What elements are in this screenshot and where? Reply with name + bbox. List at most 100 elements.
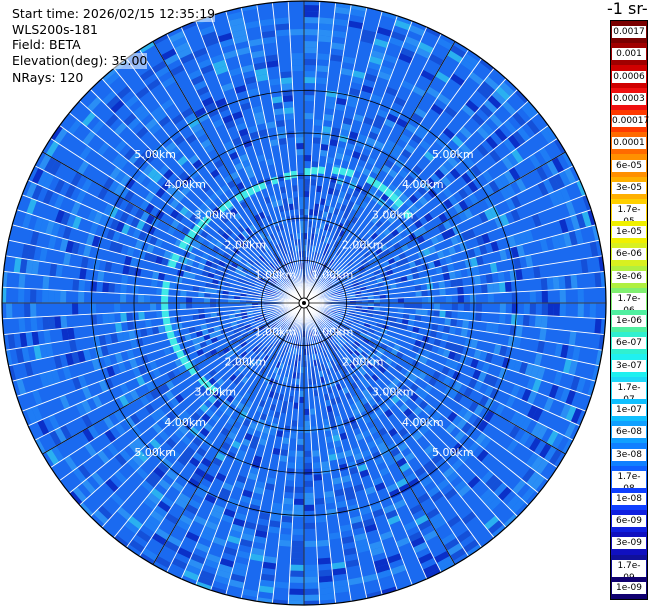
range-gate-cell: [230, 23, 246, 33]
range-gate-cell: [72, 303, 79, 316]
range-gate-cell: [327, 187, 335, 195]
range-gate-cell: [132, 285, 139, 295]
range-gate-cell: [404, 451, 416, 463]
range-gate-cell: [275, 430, 284, 438]
range-gate-cell: [473, 349, 482, 360]
range-gate-cell: [361, 296, 368, 300]
range-gate-cell: [412, 326, 420, 334]
range-gate-cell: [251, 105, 264, 114]
range-gate-cell: [436, 37, 453, 51]
range-gate-cell: [283, 261, 288, 268]
ray-separator: [303, 20, 413, 304]
range-gate-cell: [328, 315, 335, 320]
range-gate-cell: [101, 90, 117, 105]
range-gate-cell: [242, 588, 259, 598]
range-gate-cell: [322, 287, 329, 292]
range-gate-cell: [313, 389, 319, 397]
range-gate-cell: [262, 426, 271, 435]
range-gate-cell: [295, 131, 304, 138]
range-gate-cell: [304, 576, 319, 583]
range-gate-cell: [357, 133, 368, 143]
range-gate-cell: [412, 430, 424, 442]
range-gate-cell: [304, 450, 313, 457]
range-gate-cell: [276, 281, 283, 287]
range-gate-cell: [361, 329, 368, 335]
ray-separator: [303, 58, 482, 304]
range-gate-cell: [128, 539, 145, 553]
range-gate-cell: [92, 394, 103, 409]
range-gate-cell: [270, 321, 277, 327]
range-gate-cell: [124, 94, 140, 109]
range-gate-cell: [236, 265, 244, 272]
range-gate-cell: [317, 210, 324, 217]
range-gate-cell: [203, 558, 220, 570]
range-gate-cell: [166, 226, 176, 236]
range-gate-cell: [259, 359, 266, 367]
ray-separator: [303, 302, 495, 538]
range-gate-cell: [453, 352, 462, 363]
range-gate-cell: [47, 235, 57, 250]
range-gate-cell: [542, 178, 555, 194]
range-gate-cell: [246, 170, 256, 179]
range-gate-cell: [139, 395, 150, 407]
colorbar-tick-label: 1e-08: [612, 492, 646, 505]
range-gate-cell: [293, 329, 297, 336]
range-gate-cell: [493, 176, 505, 190]
range-gate-cell: [152, 144, 165, 156]
range-gate-cell: [98, 213, 109, 227]
range-gate-cell: [285, 266, 291, 273]
ray-separator: [303, 15, 398, 304]
range-gate-cell: [568, 230, 578, 246]
range-gate-cell: [435, 70, 450, 84]
range-gate-cell: [540, 127, 554, 144]
range-gate-cell: [408, 531, 423, 543]
range-gate-cell: [19, 258, 28, 274]
range-gate-cell: [31, 167, 44, 185]
range-gate-cell: [289, 576, 304, 583]
range-gate-cell: [439, 288, 446, 296]
ray-separator: [303, 302, 596, 382]
range-gate-cell: [304, 29, 319, 36]
range-gate-cell: [581, 210, 592, 228]
range-gate-cell: [104, 113, 119, 128]
range-gate-cell: [165, 469, 179, 481]
range-gate-cell: [240, 271, 247, 277]
range-gate-cell: [198, 308, 205, 315]
range-gate-cell: [70, 201, 82, 216]
range-gate-cell: [48, 316, 56, 330]
range-gate-cell: [436, 179, 447, 191]
range-gate-cell: [335, 500, 348, 509]
range-gate-cell: [281, 337, 286, 344]
range-gate-cell: [489, 387, 500, 401]
range-gate-cell: [320, 137, 330, 145]
range-gate-cell: [197, 575, 214, 587]
range-gate-cell: [370, 93, 383, 104]
range-gate-cell: [362, 573, 378, 583]
range-gate-cell: [192, 314, 200, 321]
range-gate-cell: [167, 535, 183, 548]
range-gate-cell: [488, 179, 500, 193]
range-gate-cell: [148, 471, 162, 484]
range-gate-cell: [393, 499, 407, 510]
range-gate-cell: [410, 536, 426, 548]
ray-separator: [303, 194, 587, 304]
range-gate-cell: [241, 489, 254, 499]
range-gate-cell: [417, 519, 432, 532]
range-gate-cell: [259, 313, 266, 318]
range-gate-cell: [292, 402, 299, 409]
range-gate-cell: [187, 117, 200, 129]
range-gate-cell: [282, 284, 288, 290]
range-gate-cell: [301, 251, 304, 258]
range-gate-cell: [468, 71, 484, 86]
range-gate-cell: [149, 438, 162, 451]
range-gate-cell: [418, 195, 429, 207]
ray-separator: [79, 302, 305, 506]
range-gate-cell: [400, 148, 413, 159]
range-gate-cell: [279, 533, 292, 541]
range-gate-cell: [275, 273, 282, 279]
range-gate-cell: [463, 53, 480, 67]
range-gate-cell: [55, 263, 63, 278]
range-gate-cell: [461, 230, 471, 242]
ray-separator: [240, 7, 305, 304]
